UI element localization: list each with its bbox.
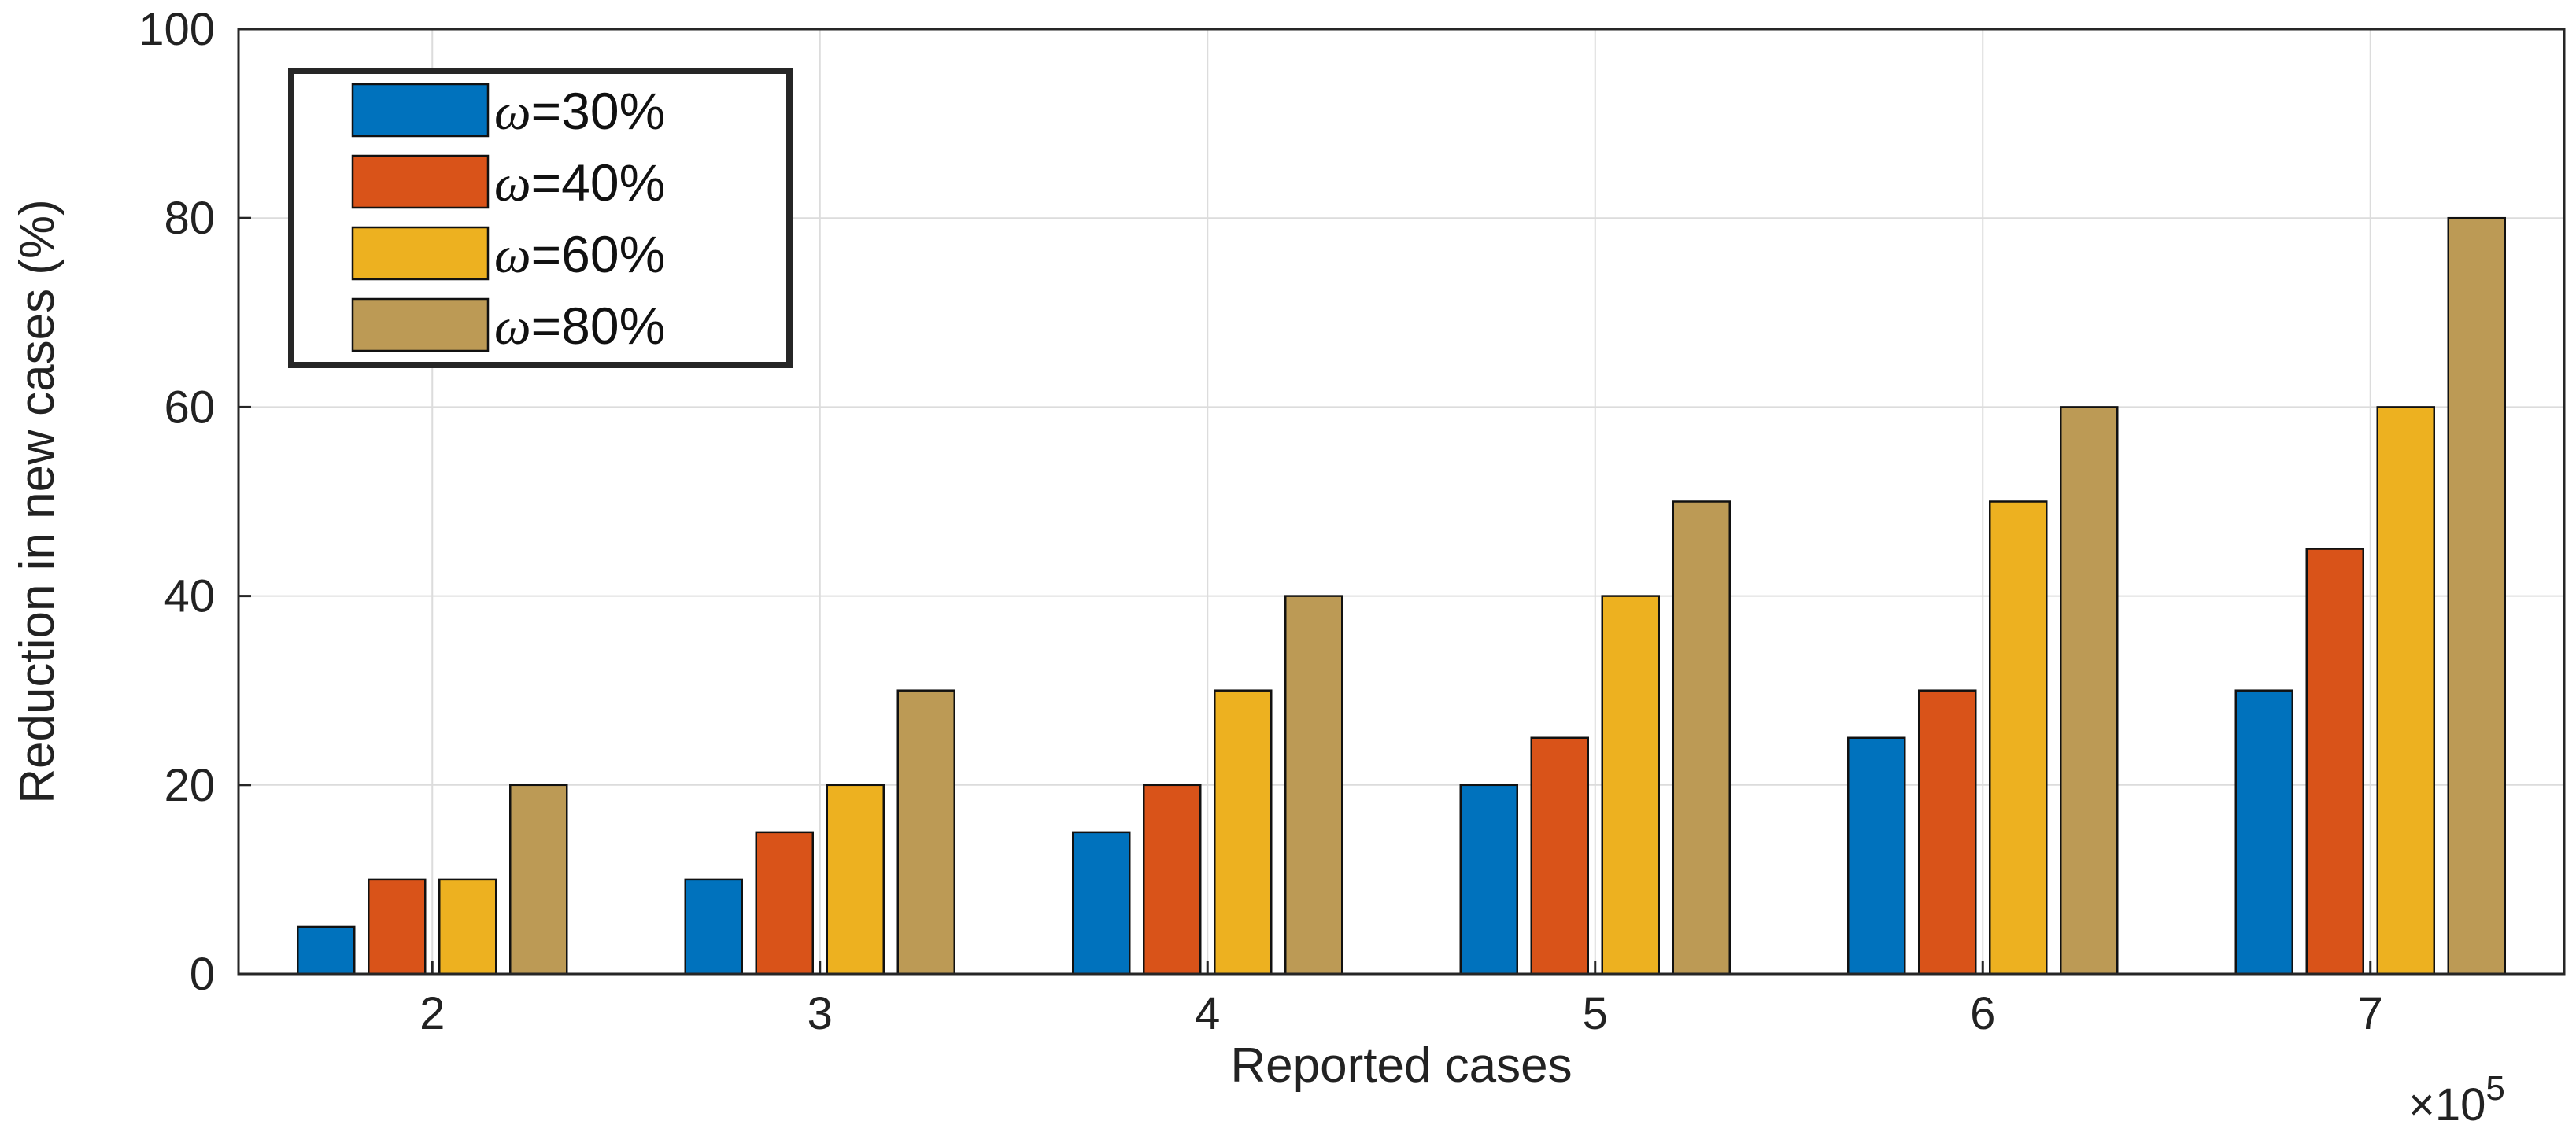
plot-frame xyxy=(237,28,2566,976)
bar-60-cat-3 xyxy=(826,784,885,976)
bar-60-cat-5 xyxy=(1601,595,1660,976)
bar-80-cat-5 xyxy=(1672,500,1731,976)
x-multiplier-exponent: 5 xyxy=(2485,1069,2504,1108)
legend-symbol: ω xyxy=(494,83,531,141)
bar-80-cat-7 xyxy=(2447,216,2506,976)
x-axis-multiplier: ×105 xyxy=(2408,1069,2505,1130)
x-multiplier-base: ×10 xyxy=(2408,1079,2485,1130)
bar-30-cat-5 xyxy=(1459,784,1518,976)
y-tick-label: 80 xyxy=(164,193,215,244)
legend-label: =80% xyxy=(531,297,666,355)
legend-entry: ω=40% xyxy=(494,153,665,212)
x-tick-label: 5 xyxy=(1583,988,1608,1039)
bar-40-cat-2 xyxy=(368,878,427,976)
bar-30-cat-4 xyxy=(1072,831,1131,976)
bar-40-cat-5 xyxy=(1530,736,1589,976)
bar-30-cat-6 xyxy=(1847,736,1906,976)
y-tick-label: 40 xyxy=(164,571,215,622)
legend-entry: ω=80% xyxy=(494,297,665,356)
bar-40-cat-7 xyxy=(2305,548,2364,976)
x-tick-label: 3 xyxy=(808,988,833,1039)
bar-80-cat-4 xyxy=(1284,595,1343,976)
bar-80-cat-2 xyxy=(509,784,568,976)
bar-60-cat-4 xyxy=(1214,689,1273,976)
bar-40-cat-4 xyxy=(1143,784,1202,976)
bar-30-cat-2 xyxy=(297,925,356,976)
x-tick-label: 2 xyxy=(419,988,445,1039)
legend-label: =60% xyxy=(531,225,666,283)
y-tick-label: 0 xyxy=(190,949,215,1000)
legend-swatch xyxy=(351,83,490,138)
bar-30-cat-7 xyxy=(2234,689,2293,976)
legend-swatch xyxy=(351,226,490,281)
y-tick-label: 100 xyxy=(139,4,215,55)
bar-80-cat-6 xyxy=(2060,406,2119,976)
bar-60-cat-2 xyxy=(438,878,497,976)
legend-label: =40% xyxy=(531,153,666,212)
legend: ω=30%ω=40%ω=60%ω=80% xyxy=(288,68,793,368)
x-tick-label: 6 xyxy=(1970,988,1995,1039)
bar-30-cat-3 xyxy=(684,878,743,976)
y-tick-label: 20 xyxy=(164,760,215,811)
bar-60-cat-6 xyxy=(1989,500,2048,976)
bar-40-cat-3 xyxy=(755,831,814,976)
tick-labels: 0 20 40 60 80 100 2 3 4 5 6 7 xyxy=(139,4,2383,1039)
y-axis-label: Reduction in new cases (%) xyxy=(10,199,65,803)
bars xyxy=(297,216,2506,976)
y-tick-label: 60 xyxy=(164,382,215,433)
bar-80-cat-3 xyxy=(896,689,955,976)
legend-swatch xyxy=(351,154,490,209)
legend-label: =30% xyxy=(531,82,666,140)
legend-symbol: ω xyxy=(494,227,531,284)
legend-symbol: ω xyxy=(494,298,531,356)
legend-entry: ω=60% xyxy=(494,225,665,284)
x-axis-label: Reported cases xyxy=(1230,1038,1572,1093)
legend-swatch xyxy=(351,297,490,352)
legend-entry: ω=30% xyxy=(494,82,665,141)
bar-40-cat-6 xyxy=(1918,689,1977,976)
x-tick-label: 4 xyxy=(1195,988,1220,1039)
bar-60-cat-7 xyxy=(2376,406,2435,976)
legend-symbol: ω xyxy=(494,155,531,212)
x-tick-label: 7 xyxy=(2358,988,2383,1039)
